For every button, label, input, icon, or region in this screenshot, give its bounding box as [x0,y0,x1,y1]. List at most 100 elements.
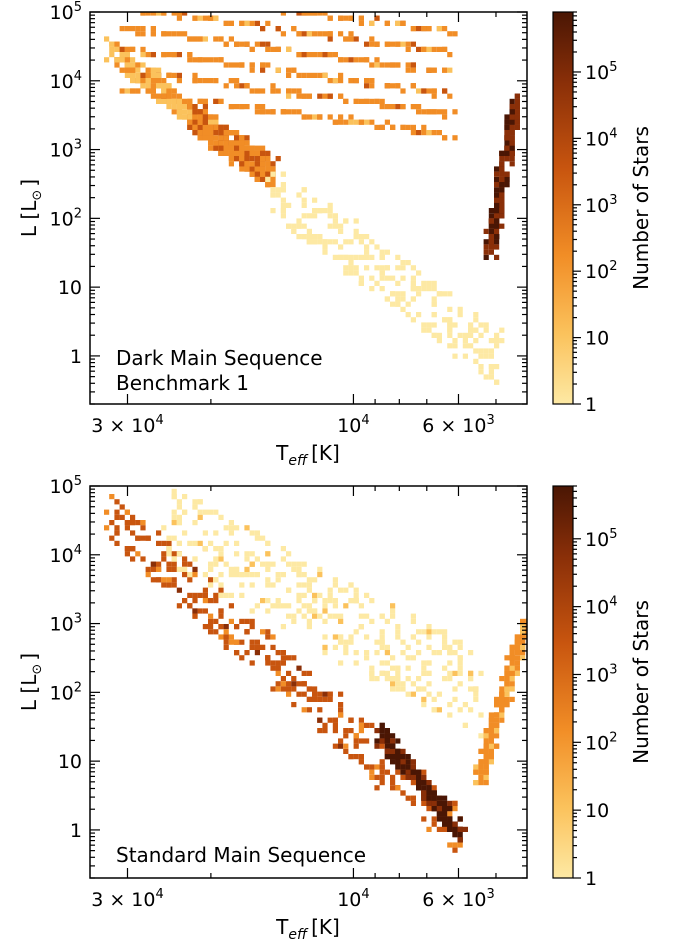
heatmap-cell [119,67,125,73]
heatmap-cell [291,681,297,687]
heatmap-cell [254,104,260,110]
heatmap-cell [431,286,437,292]
heatmap-cell [249,618,255,624]
heatmap-cell [379,249,385,255]
heatmap-cell [229,0,234,5]
heatmap-cell [208,598,214,604]
heatmap-cell [504,665,510,671]
heatmap-cell [171,535,177,541]
heatmap-cell [364,738,370,744]
heatmap-cell [416,26,422,32]
heatmap-cell [421,322,427,328]
heatmap-cell [228,145,234,151]
heatmap-cell [265,629,271,635]
heatmap-cell [270,171,276,177]
heatmap-cell [421,286,427,292]
heatmap-cell [504,156,510,162]
heatmap-cell [202,592,208,598]
heatmap-cell [332,743,338,749]
heatmap-cell [244,0,249,5]
heatmap-cell [270,665,276,671]
heatmap-cell [353,270,359,276]
heatmap-cell [426,629,432,635]
heatmap-cell [171,488,177,494]
heatmap-cell [197,109,203,115]
heatmap-cell [166,577,172,583]
heatmap-cell [405,655,411,661]
heatmap-cell [369,83,375,89]
heatmap-cell [348,119,354,125]
heatmap-cell [416,270,422,276]
heatmap-cell [306,234,312,240]
heatmap-cell [338,702,344,708]
heatmap-cell [312,213,318,219]
heatmap-cell [483,738,489,744]
heatmap-cell [390,301,396,307]
heatmap-cell [234,540,240,546]
heatmap-cell [499,176,505,182]
heatmap-cell [358,20,364,26]
heatmap-cell [270,660,276,666]
heatmap-cell [291,655,297,661]
heatmap-cell [338,57,344,63]
heatmap-cell [150,566,156,572]
heatmap-cell [379,759,385,765]
heatmap-cell [364,592,370,598]
heatmap-cell [395,754,401,760]
heatmap-cell [150,67,156,73]
heatmap-cell [436,46,442,52]
heatmap-cell [494,343,500,349]
colorbar-tick-label: 102 [585,259,617,283]
heatmap-cell [395,254,401,260]
annotation-line-1: Standard Main Sequence [116,843,366,867]
heatmap-cell [442,109,448,115]
heatmap-cell [478,364,484,370]
y-tick-label: 102 [50,206,82,230]
heatmap-cell [161,525,167,531]
heatmap-cell [171,509,177,515]
heatmap-cell [265,109,271,115]
heatmap-cell [348,260,354,266]
heatmap-cell [421,780,427,786]
heatmap-cell [249,639,255,645]
heatmap-cell [488,208,494,214]
heatmap-cell [405,62,411,68]
heatmap-cell [166,582,172,588]
heatmap-cell [488,218,494,224]
heatmap-cell [322,598,328,604]
heatmap-cell [384,265,390,271]
heatmap-cell [280,655,286,661]
x-tick-label: 104 [337,887,369,911]
heatmap-cell [135,520,141,526]
heatmap-cell [327,223,333,229]
heatmap-cell [249,166,255,172]
heatmap-cell [244,0,249,5]
heatmap-cell [239,582,245,588]
heatmap-cell [176,504,182,510]
heatmap-cell [509,161,515,167]
heatmap-cell [499,696,505,702]
heatmap-cell [192,598,198,604]
heatmap-cell [317,31,323,37]
heatmap-cell [390,104,396,110]
heatmap-cell [109,46,115,52]
heatmap-cell [130,514,136,520]
x-tick-label: 3 × 104 [91,887,164,911]
heatmap-cell [228,618,234,624]
heatmap-cell [182,494,188,500]
heatmap-cell [442,46,448,52]
heatmap-cell [286,551,292,557]
heatmap-cell [140,26,146,32]
heatmap-cell [457,660,463,666]
heatmap-cell [182,12,188,16]
heatmap-cell [197,592,203,598]
heatmap-cell [192,556,198,562]
heatmap-cell [286,686,292,692]
heatmap-cell [488,348,494,354]
heatmap-cell [187,98,193,104]
heatmap-cell [431,707,437,713]
heatmap-cell [478,780,484,786]
heatmap-cell [306,228,312,234]
heatmap-cells [104,488,527,853]
